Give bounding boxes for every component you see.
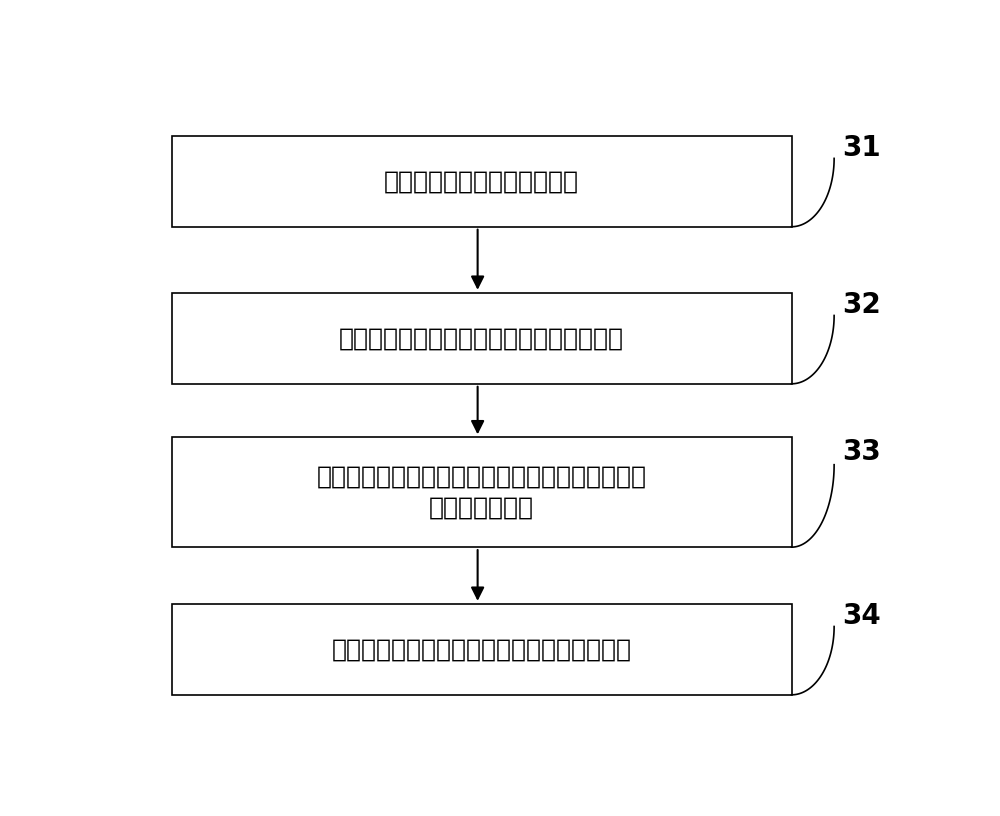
Text: 按照选择的电热丝的加热模式控制电热丝加热: 按照选择的电热丝的加热模式控制电热丝加热 xyxy=(332,637,632,661)
Text: 34: 34 xyxy=(842,602,881,630)
Bar xyxy=(172,604,792,695)
Text: 33: 33 xyxy=(842,438,881,466)
Text: 获取预设的节气门的系统数值: 获取预设的节气门的系统数值 xyxy=(384,169,579,193)
Text: 根据所述系统数值，获取节气门积碳的程度: 根据所述系统数值，获取节气门积碳的程度 xyxy=(339,326,624,350)
Text: 31: 31 xyxy=(842,134,881,162)
Bar xyxy=(172,437,792,548)
Text: 32: 32 xyxy=(842,291,881,319)
Bar xyxy=(172,135,792,227)
Bar xyxy=(172,293,792,384)
Text: 根据所述节气门积碳的程度控制功率调节器选择电
热丝的加热模式: 根据所述节气门积碳的程度控制功率调节器选择电 热丝的加热模式 xyxy=(316,464,646,520)
